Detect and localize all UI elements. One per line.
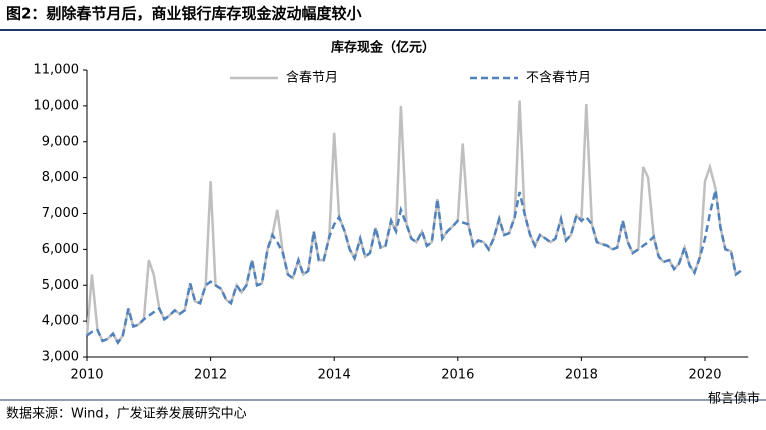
x-tick-label: 2012 [194,368,227,383]
y-tick-label: 3,000 [42,350,79,365]
x-tick-label: 2010 [70,368,103,383]
y-tick-label: 10,000 [34,98,80,113]
y-tick-label: 7,000 [42,206,79,221]
y-tick-label: 9,000 [42,134,79,149]
y-tick-label: 5,000 [42,278,79,293]
chart-title: 库存现金（亿元） [331,40,435,56]
legend-label: 含春节月 [286,70,338,86]
source: 数据来源：Wind，广发证券发展研究中心 [6,406,247,422]
legend-label: 不含春节月 [526,70,591,86]
y-tick-label: 11,000 [34,63,80,78]
x-tick-label: 2020 [688,368,721,383]
figure-title: 图2：剔除春节月后，商业银行库存现金波动幅度较小 [6,5,361,23]
watermark: 郁言债市 [708,391,760,407]
data-line [86,189,742,345]
x-tick-label: 2014 [318,368,351,383]
y-tick-label: 6,000 [42,242,79,257]
x-tick-label: 2018 [565,368,598,383]
data-line [85,100,742,345]
y-tick-label: 8,000 [42,170,79,185]
y-tick-label: 4,000 [42,314,79,329]
x-tick-label: 2016 [441,368,474,383]
